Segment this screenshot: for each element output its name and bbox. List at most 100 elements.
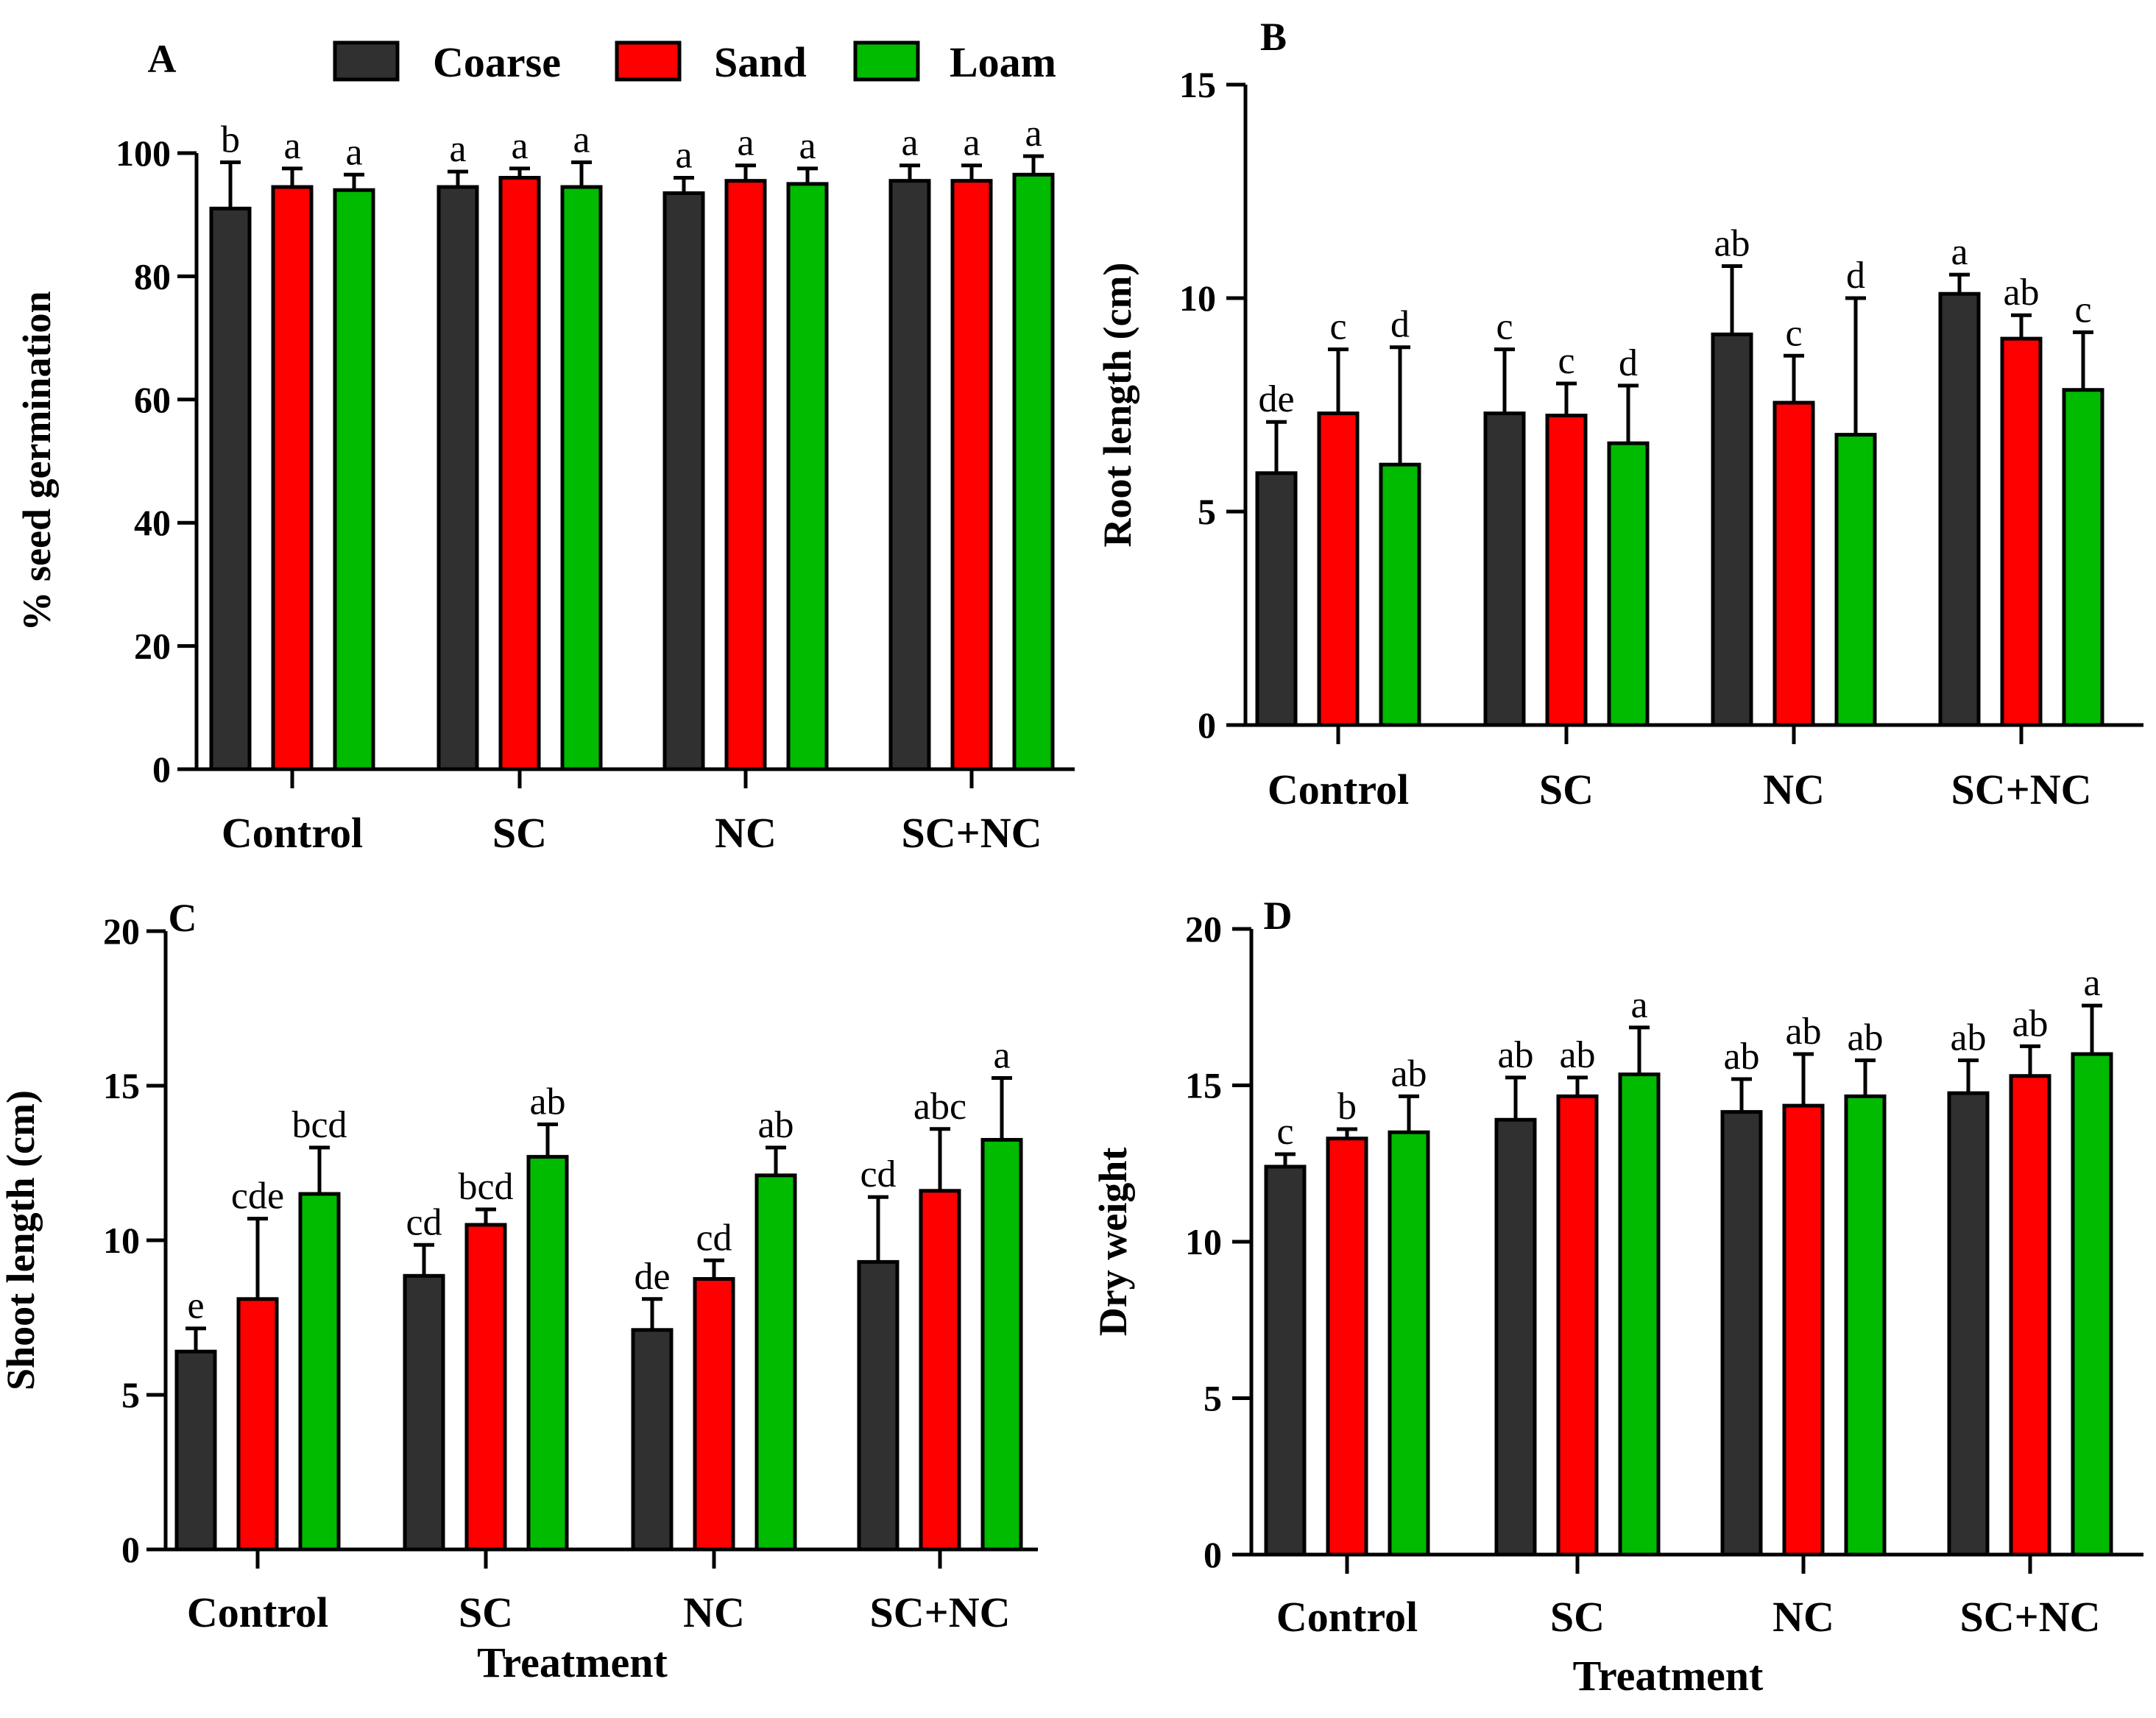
significance-label: ab (1785, 1011, 1821, 1053)
bar-sand (693, 1277, 735, 1552)
panel-letter: A (148, 37, 177, 81)
bar-coarse (436, 185, 479, 771)
x-category-label: SC (1550, 1593, 1605, 1641)
bar-sand (464, 1223, 507, 1552)
bar-loam (2062, 388, 2104, 727)
significance-label: a (963, 122, 980, 164)
significance-label: ab (1559, 1034, 1595, 1076)
significance-label: ab (1497, 1034, 1533, 1076)
legend-swatch-loam (853, 40, 920, 82)
bar-sand (236, 1297, 279, 1552)
significance-label: cd (696, 1217, 732, 1259)
bar-coarse (1494, 1117, 1537, 1557)
x-category-label: SC (492, 809, 547, 857)
significance-label: d (1846, 255, 1865, 297)
x-category-label: SC (1539, 766, 1594, 813)
legend-swatch-sand (615, 40, 682, 82)
bar-sand (1772, 400, 1815, 727)
significance-label: c (1496, 306, 1513, 348)
bar-sand (1317, 411, 1360, 727)
x-axis-title: Treatment (477, 1639, 668, 1686)
x-category-label: SC+NC (870, 1588, 1011, 1636)
y-tick-label: 5 (121, 1374, 140, 1415)
y-tick-label: 10 (103, 1220, 140, 1261)
bar-coarse (662, 191, 705, 771)
bar-loam (754, 1173, 797, 1552)
legend-label-coarse: Coarse (433, 38, 561, 86)
significance-label: c (2074, 289, 2091, 330)
significance-label: ab (1847, 1017, 1883, 1059)
bar-coarse (631, 1328, 674, 1552)
y-tick-label: 20 (134, 626, 171, 667)
significance-label: a (993, 1035, 1010, 1077)
significance-label: cd (860, 1153, 896, 1195)
bar-sand (1545, 414, 1588, 727)
significance-label: a (799, 125, 816, 167)
significance-label: ab (2003, 272, 2039, 314)
bar-loam (298, 1192, 341, 1552)
significance-label: a (345, 131, 362, 173)
significance-label: c (1785, 312, 1802, 354)
bar-coarse (174, 1349, 217, 1552)
bar-sand (1326, 1137, 1368, 1557)
bar-loam (2071, 1052, 2113, 1557)
y-tick-label: 10 (1185, 1221, 1222, 1262)
significance-label: c (1276, 1111, 1293, 1153)
significance-label: a (573, 119, 590, 161)
significance-label: a (901, 122, 918, 164)
significance-label: ab (757, 1104, 794, 1146)
y-tick-label: 0 (1204, 1534, 1222, 1575)
significance-label: a (1951, 231, 1968, 273)
significance-label: ab (529, 1081, 565, 1123)
significance-label: ab (1950, 1017, 1986, 1059)
bar-sand (2009, 1074, 2051, 1557)
chart-panel-a: A % seed germination 0 20 40 60 80 100 Control SC… (15, 37, 1075, 857)
bar-loam (1618, 1072, 1661, 1557)
x-category-label: SC (459, 1588, 513, 1636)
x-category-label: NC (715, 809, 777, 857)
bar-coarse (1947, 1091, 1990, 1557)
bar-loam (1388, 1130, 1430, 1557)
chart-panel-d: D Dry weight 0 5 10 15 20 Control SC NC SC+NC Treat… (1091, 894, 2143, 1700)
y-tick-label: 10 (1179, 278, 1216, 319)
significance-label: a (675, 134, 692, 176)
bar-sand (950, 179, 993, 771)
bar-sand (2000, 336, 2043, 727)
bar-loam (1379, 462, 1421, 727)
y-tick-label: 0 (121, 1529, 140, 1570)
significance-label: a (449, 128, 466, 170)
significance-label: bcd (291, 1104, 347, 1146)
significance-label: b (221, 119, 240, 161)
bar-coarse (857, 1259, 899, 1552)
bar-loam (980, 1138, 1023, 1552)
significance-label: a (2083, 962, 2100, 1004)
x-category-label: Control (222, 809, 363, 857)
y-axis-title: Root length (cm) (1095, 263, 1139, 548)
y-tick-label: 40 (134, 502, 171, 543)
bar-sand (724, 179, 767, 771)
y-tick-label: 5 (1198, 491, 1216, 532)
chart-panel-b: B Root length (cm) 0 5 10 15 Control SC NC SC+NC d… (1095, 15, 2143, 813)
significance-label: a (737, 122, 754, 164)
y-tick-label: 15 (103, 1065, 140, 1106)
bar-loam (333, 188, 375, 771)
bar-loam (1607, 441, 1650, 727)
x-category-label: Control (1268, 766, 1409, 813)
bar-coarse (1938, 291, 1981, 727)
bar-coarse (1255, 471, 1298, 727)
x-category-label: NC (1763, 766, 1825, 813)
y-tick-label: 0 (152, 749, 171, 790)
y-tick-label: 20 (103, 911, 140, 952)
significance-label: cd (406, 1201, 442, 1243)
chart-legend: Coarse Sand Loam (333, 38, 1056, 86)
y-tick-label: 20 (1185, 908, 1222, 950)
significance-label: ab (1723, 1036, 1759, 1078)
bar-coarse (1483, 411, 1526, 727)
x-category-label: Control (187, 1588, 328, 1636)
bar-loam (1844, 1094, 1887, 1557)
y-tick-label: 5 (1204, 1378, 1222, 1419)
bar-sand (1556, 1094, 1599, 1557)
legend-swatch-coarse (333, 40, 400, 82)
panel-letter: C (169, 896, 197, 940)
